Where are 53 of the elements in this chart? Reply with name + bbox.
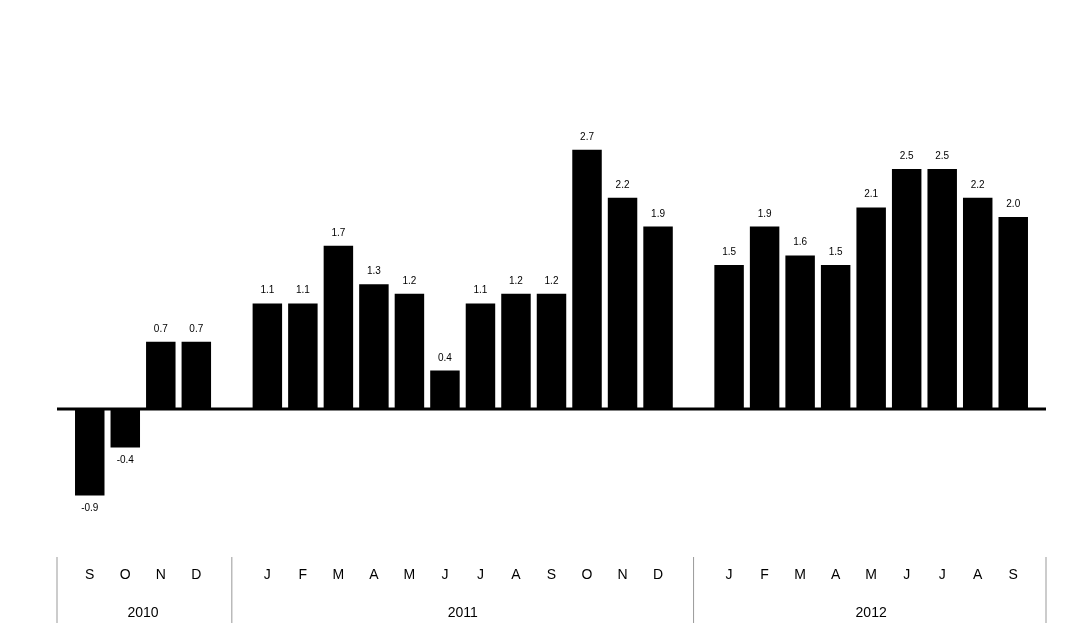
text: 2011	[447, 604, 478, 620]
data-label: 2.5	[899, 150, 915, 161]
data-label: 1.1	[473, 284, 488, 296]
text: 2010	[127, 604, 159, 620]
data-label: 2.2	[615, 178, 630, 190]
data-label: 2.1	[864, 188, 879, 200]
x-tick-label: S	[546, 565, 557, 582]
x-tick-label: J	[263, 565, 271, 582]
data-label: -0.4	[116, 454, 135, 466]
data-label: 1.9	[757, 207, 772, 219]
x-tick-label: J	[441, 565, 449, 582]
data-label: 0.4	[437, 351, 453, 363]
x-tick-label: A	[369, 565, 380, 582]
x-tick-label: N	[155, 565, 166, 582]
data-label: 1.2	[544, 274, 559, 286]
x-tick-label: S	[1008, 565, 1018, 582]
x-tick-label: J	[476, 565, 484, 582]
x-tick-label: D	[191, 565, 202, 582]
x-tick-label: M	[332, 565, 345, 582]
data-label: 1.9	[651, 207, 666, 219]
data-label: 1.5	[722, 246, 737, 257]
text: 2012	[855, 604, 887, 620]
data-label: 0.7	[189, 322, 204, 334]
x-tick-label: M	[794, 565, 806, 582]
x-tick-label: O	[581, 565, 593, 582]
x-tick-label: F	[298, 565, 308, 582]
data-label: 1.1	[260, 284, 275, 296]
x-tick-label: O	[119, 565, 131, 582]
data-label: 1.5	[828, 246, 844, 257]
data-label: 2.2	[970, 178, 986, 190]
x-tick-label: A	[973, 565, 984, 582]
data-label: 1.3	[366, 265, 382, 277]
data-label: 1.1	[295, 284, 311, 296]
x-tick-label: A	[511, 565, 522, 582]
data-label: 2.0	[1006, 198, 1021, 209]
x-tick-label: J	[938, 565, 946, 582]
x-tick-label: M	[865, 565, 877, 582]
x-tick-label: A	[830, 565, 841, 582]
x-tick-label: F	[760, 565, 769, 582]
data-label: -0.9	[81, 502, 99, 514]
data-label: 2.5	[935, 150, 950, 161]
x-tick-label: J	[903, 565, 911, 582]
data-label: 0.7	[153, 322, 169, 334]
x-tick-label: J	[725, 565, 733, 582]
data-label: 1.6	[793, 236, 808, 248]
x-tick-label: S	[85, 565, 95, 582]
data-label: 1.7	[331, 226, 346, 238]
data-label: 1.2	[509, 274, 524, 286]
data-label: 2.7	[580, 130, 595, 142]
x-tick-label: D	[652, 565, 664, 582]
x-tick-label: M	[403, 565, 416, 582]
data-label: 1.2	[402, 274, 417, 286]
x-tick-label: N	[617, 565, 628, 582]
